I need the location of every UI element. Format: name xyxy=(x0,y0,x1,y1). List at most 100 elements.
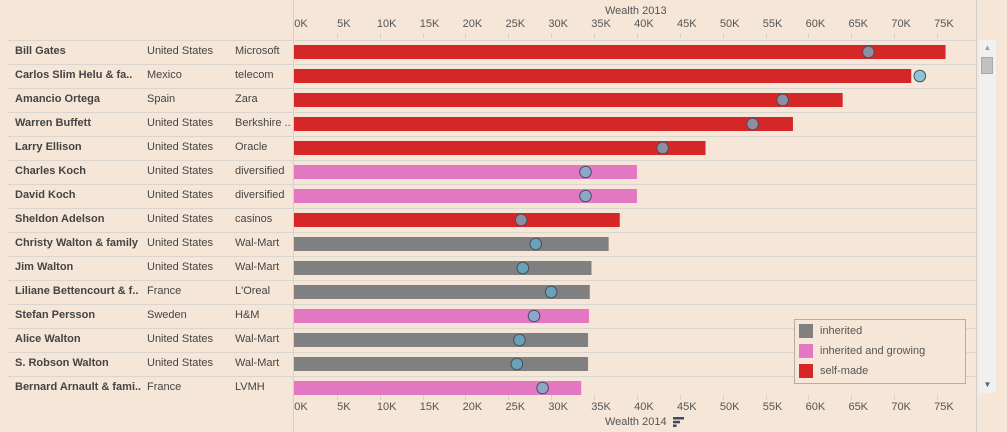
scroll-down-arrow-icon[interactable]: ▼ xyxy=(983,380,992,389)
marker-wealth-2013[interactable] xyxy=(656,141,669,155)
tick-label: 35K xyxy=(591,18,611,30)
plot-right-border xyxy=(976,0,977,432)
row-separator xyxy=(8,376,976,377)
name-cell: Amancio Ortega xyxy=(15,93,100,105)
marker-wealth-2013[interactable] xyxy=(913,69,927,83)
legend-swatch-inherited xyxy=(799,323,813,338)
marker-wealth-2013[interactable] xyxy=(529,237,543,251)
row-separator xyxy=(8,304,976,305)
marker-wealth-2013[interactable] xyxy=(862,45,875,59)
bar-wealth-2014[interactable] xyxy=(294,333,589,347)
marker-wealth-2013[interactable] xyxy=(746,117,759,131)
bar-wealth-2014[interactable] xyxy=(294,261,592,275)
tick-mark xyxy=(808,395,810,400)
marker-wealth-2013[interactable] xyxy=(513,333,526,347)
tick-mark xyxy=(594,33,596,38)
tick-mark xyxy=(422,33,424,38)
bar-wealth-2014[interactable] xyxy=(294,93,843,107)
tick-label: 10K xyxy=(376,401,397,413)
country-cell: United States xyxy=(147,189,214,201)
tick-mark xyxy=(851,33,853,38)
tick-mark xyxy=(679,33,681,38)
tick-label: 15K xyxy=(419,18,440,30)
name-cell: Bernard Arnault & fami.. xyxy=(15,381,142,393)
legend-label: inherited and growing xyxy=(820,344,926,357)
legend-item-inherited-and-growing[interactable]: inherited and growing xyxy=(799,343,925,358)
bar-wealth-2014[interactable] xyxy=(294,45,946,59)
bar-wealth-2014[interactable] xyxy=(294,357,589,371)
legend-item-inherited[interactable]: inherited xyxy=(799,323,862,338)
scroll-thumb[interactable] xyxy=(981,57,993,74)
bar-wealth-2014[interactable] xyxy=(294,309,589,323)
bar-wealth-2014[interactable] xyxy=(294,117,793,131)
source-cell: Wal-Mart xyxy=(235,237,280,249)
tick-label: 40K xyxy=(634,18,654,30)
marker-wealth-2013[interactable] xyxy=(579,165,592,179)
row-separator xyxy=(8,88,976,89)
tick-mark xyxy=(936,395,938,400)
name-cell: Liliane Bettencourt & f.. xyxy=(15,285,139,297)
tick-mark xyxy=(722,33,724,38)
bar-wealth-2014[interactable] xyxy=(294,381,582,395)
source-cell: telecom xyxy=(235,69,274,81)
marker-wealth-2013[interactable] xyxy=(516,261,530,275)
country-cell: United States xyxy=(147,117,214,129)
tick-label: 25K xyxy=(505,401,526,413)
marker-wealth-2013[interactable] xyxy=(514,213,528,227)
tick-label: 55K xyxy=(762,401,783,413)
marker-wealth-2013[interactable] xyxy=(544,285,558,299)
bar-wealth-2014[interactable] xyxy=(294,213,620,227)
row-separator xyxy=(8,64,976,65)
bar-wealth-2014[interactable] xyxy=(294,285,590,299)
country-cell: France xyxy=(147,285,182,297)
country-cell: United States xyxy=(147,261,214,273)
tick-label: 45K xyxy=(676,401,697,413)
legend-label: self-made xyxy=(820,364,869,377)
vertical-scrollbar[interactable]: ▲ ▼ xyxy=(979,40,996,393)
bar-wealth-2014[interactable] xyxy=(294,165,637,179)
bar-wealth-2014[interactable] xyxy=(294,69,912,83)
legend-swatch-self-made xyxy=(799,363,813,378)
row-separator xyxy=(8,112,976,113)
marker-wealth-2013[interactable] xyxy=(579,189,592,203)
name-cell: Bill Gates xyxy=(15,45,66,57)
bar-wealth-2014[interactable] xyxy=(294,237,609,251)
tick-mark xyxy=(765,33,767,38)
tick-label: 25K xyxy=(505,18,526,30)
tick-label: 65K xyxy=(848,401,869,413)
scroll-up-arrow-icon[interactable]: ▲ xyxy=(983,43,992,52)
row-separator xyxy=(8,232,976,233)
tick-label: 75K xyxy=(934,18,954,30)
source-cell: Wal-Mart xyxy=(235,333,280,345)
marker-wealth-2013[interactable] xyxy=(527,309,541,323)
marker-wealth-2013[interactable] xyxy=(536,381,549,395)
tick-label: 70K xyxy=(891,18,911,30)
tick-mark xyxy=(551,33,553,38)
tick-mark xyxy=(508,33,510,38)
marker-wealth-2013[interactable] xyxy=(776,93,789,107)
legend-item-self-made[interactable]: self-made xyxy=(799,363,868,378)
country-cell: France xyxy=(147,381,182,393)
marker-wealth-2013[interactable] xyxy=(510,357,524,371)
tick-label: 65K xyxy=(848,18,869,30)
name-cell: Charles Koch xyxy=(15,165,86,177)
tick-label: 20K xyxy=(462,401,483,413)
row-separator xyxy=(8,184,976,185)
bar-wealth-2014[interactable] xyxy=(294,189,637,203)
source-cell: diversified xyxy=(235,165,285,177)
sort-icon[interactable] xyxy=(673,417,685,427)
tick-mark xyxy=(851,395,853,400)
bar-wealth-2014[interactable] xyxy=(294,141,706,155)
country-cell: United States xyxy=(147,141,214,153)
name-cell: Carlos Slim Helu & fa.. xyxy=(15,69,133,81)
source-cell: diversified xyxy=(235,189,285,201)
tick-label: 50K xyxy=(719,401,740,413)
tick-label: 30K xyxy=(548,18,568,30)
source-cell: Wal-Mart xyxy=(235,357,280,369)
tick-mark xyxy=(379,395,381,400)
tick-label: 15K xyxy=(419,401,440,413)
country-cell: Sweden xyxy=(147,309,187,321)
tick-mark xyxy=(465,395,467,400)
tick-label: 60K xyxy=(805,18,826,30)
